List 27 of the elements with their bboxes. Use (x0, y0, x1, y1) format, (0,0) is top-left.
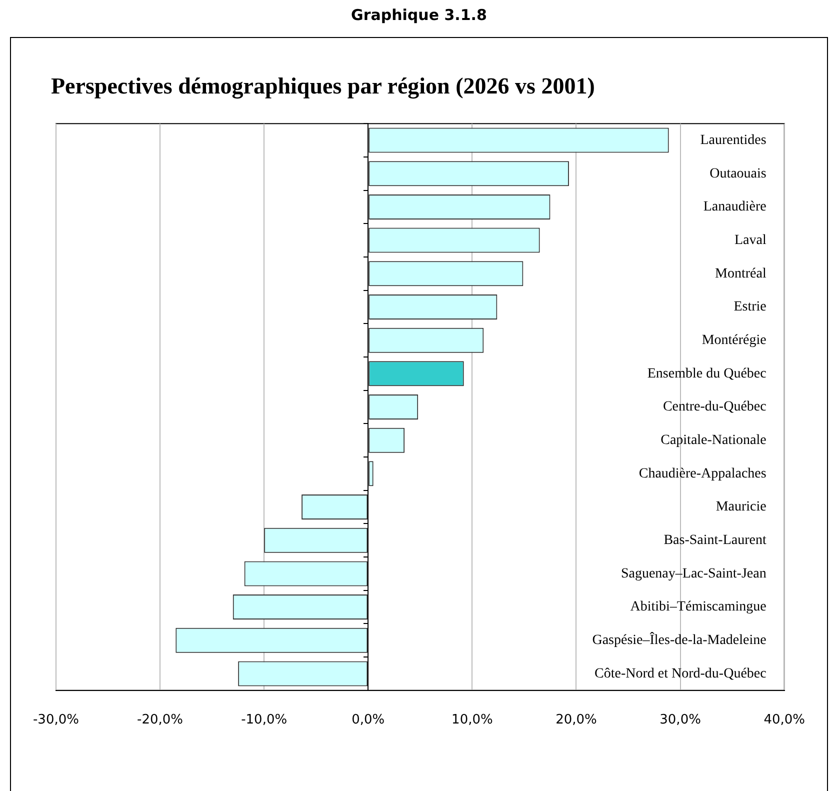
y-tick-label: Gaspésie–Îles-de-la-Madeleine (592, 631, 766, 648)
y-tick-label: Côte-Nord et Nord-du-Québec (594, 666, 766, 682)
text: Graphique 3.1.8 (350, 6, 488, 24)
chart-title: Perspectives démographiques par région (2026 vs 2001) (51, 74, 595, 100)
y-tick-label: Montérégie (702, 332, 766, 348)
y-tick-label: Chaudière-Appalaches (638, 466, 766, 482)
y-tick-label: Laurentides (700, 132, 766, 148)
y-tick-label: Abitibi–Témiscamingue (630, 600, 766, 615)
x-tick-label: 10,0% (452, 712, 493, 728)
x-tick-label: 20,0% (556, 712, 597, 728)
y-tick-label: Laval (734, 232, 766, 248)
x-tick-label: 30,0% (660, 712, 701, 728)
x-tick-label: 40,0% (764, 712, 806, 728)
y-tick-label: Montréal (715, 266, 766, 282)
y-tick-label: Estrie (734, 300, 766, 315)
y-tick-label: Bas-Saint-Laurent (664, 533, 766, 548)
x-tick-label: -20,0% (137, 712, 184, 728)
y-tick-label: Capitale-Nationale (660, 433, 766, 448)
y-tick-label: Mauricie (716, 500, 766, 515)
x-tick-label: -30,0% (32, 712, 79, 728)
y-tick-label: Lanaudière (703, 200, 766, 215)
y-tick-label: Saguenay–Lac-Saint-Jean (620, 566, 766, 582)
x-tick-label: 0,0% (352, 712, 385, 728)
y-tick-label: Ensemble du Québec (647, 366, 766, 382)
y-tick-label: Outaouais (710, 166, 766, 182)
x-tick-label: -10,0% (241, 712, 288, 728)
y-tick-label: Centre-du-Québec (662, 400, 766, 415)
